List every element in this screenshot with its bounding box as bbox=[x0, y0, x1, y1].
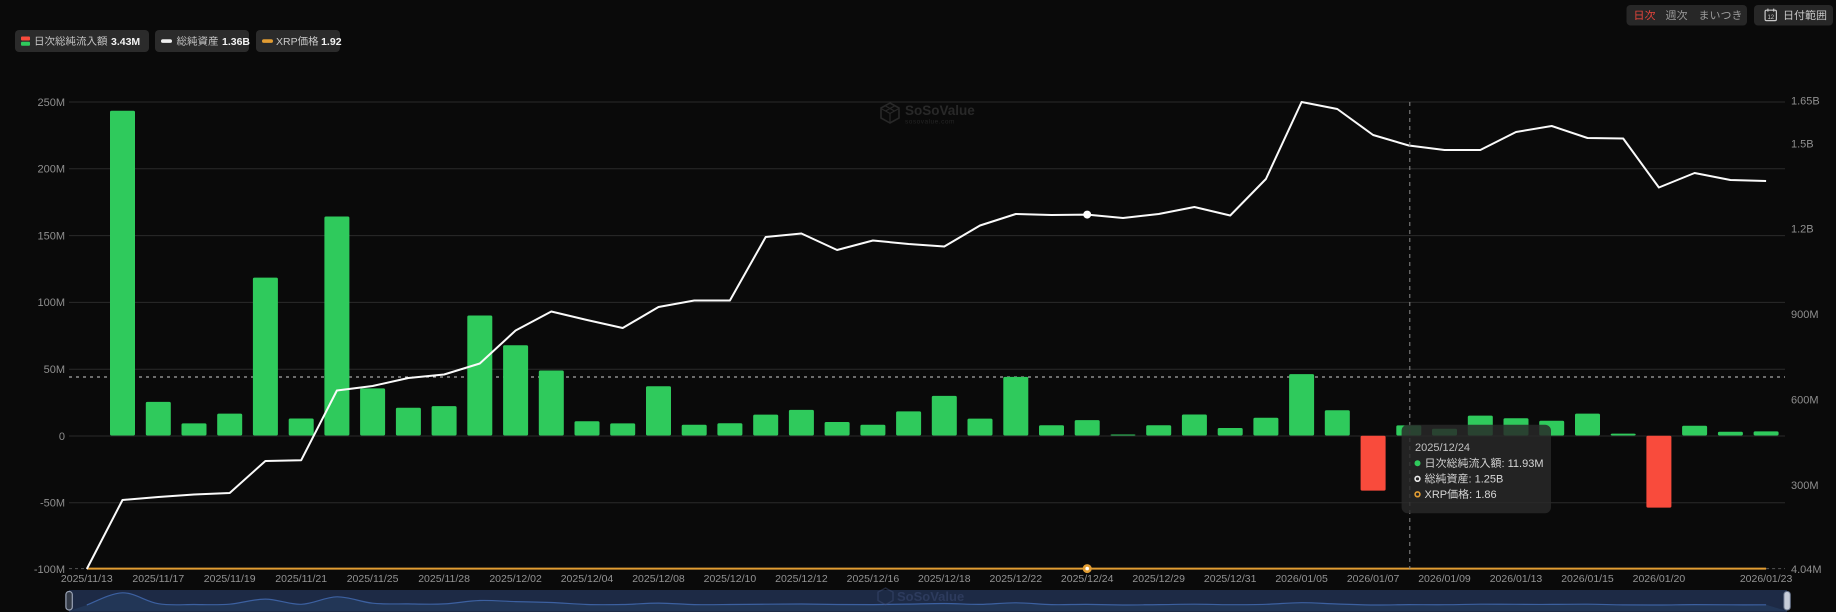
svg-text:1.65B: 1.65B bbox=[1791, 96, 1820, 108]
svg-text:2025/12/24: 2025/12/24 bbox=[1415, 442, 1470, 454]
svg-text:0: 0 bbox=[59, 431, 65, 443]
svg-text:2025/12/18: 2025/12/18 bbox=[918, 573, 971, 585]
svg-text:2025/11/17: 2025/11/17 bbox=[132, 573, 184, 585]
svg-text:2025/12/12: 2025/12/12 bbox=[775, 573, 828, 585]
svg-text:2025/12/24: 2025/12/24 bbox=[1061, 573, 1114, 585]
svg-text:: 11.93M: : 11.93M bbox=[1502, 458, 1544, 470]
svg-text:50M: 50M bbox=[44, 364, 65, 376]
svg-text:1.2B: 1.2B bbox=[1791, 224, 1814, 236]
svg-text:2025/12/31: 2025/12/31 bbox=[1204, 573, 1257, 585]
svg-text:900M: 900M bbox=[1791, 309, 1819, 321]
svg-text:2025/12/08: 2025/12/08 bbox=[632, 573, 685, 585]
svg-text:100M: 100M bbox=[37, 297, 65, 309]
svg-text:150M: 150M bbox=[37, 230, 65, 242]
svg-text:2026/01/07: 2026/01/07 bbox=[1347, 573, 1400, 585]
svg-text:2026/01/05: 2026/01/05 bbox=[1275, 573, 1328, 585]
svg-text:600M: 600M bbox=[1791, 394, 1819, 406]
svg-text:2026/01/20: 2026/01/20 bbox=[1633, 573, 1686, 585]
svg-text:1.36B: 1.36B bbox=[222, 36, 250, 48]
svg-text:200M: 200M bbox=[37, 164, 65, 176]
svg-text:1.92: 1.92 bbox=[321, 36, 342, 48]
svg-text:2025/11/19: 2025/11/19 bbox=[204, 573, 256, 585]
svg-text:2025/12/16: 2025/12/16 bbox=[847, 573, 900, 585]
svg-text:: 1.86: : 1.86 bbox=[1469, 489, 1497, 501]
svg-text:2025/12/04: 2025/12/04 bbox=[561, 573, 614, 585]
svg-text:1.5B: 1.5B bbox=[1791, 138, 1814, 150]
svg-text:2025/12/02: 2025/12/02 bbox=[489, 573, 542, 585]
svg-text:2025/11/13: 2025/11/13 bbox=[61, 573, 113, 585]
svg-text:4.04M: 4.04M bbox=[1791, 564, 1822, 576]
svg-text:2025/11/28: 2025/11/28 bbox=[418, 573, 470, 585]
svg-text:2025/12/22: 2025/12/22 bbox=[990, 573, 1043, 585]
svg-text:2026/01/23: 2026/01/23 bbox=[1740, 573, 1793, 585]
svg-text:2025/11/21: 2025/11/21 bbox=[275, 573, 327, 585]
svg-text:12: 12 bbox=[1767, 15, 1774, 21]
svg-text:3.43M: 3.43M bbox=[111, 36, 140, 48]
svg-text:-50M: -50M bbox=[40, 498, 65, 510]
svg-text:SoSoValue: SoSoValue bbox=[897, 589, 964, 604]
svg-text:XRP: XRP bbox=[1425, 489, 1448, 501]
svg-text:2025/11/25: 2025/11/25 bbox=[347, 573, 399, 585]
svg-text:250M: 250M bbox=[37, 97, 65, 109]
svg-text:SoSoValue: SoSoValue bbox=[905, 103, 975, 118]
svg-text:300M: 300M bbox=[1791, 480, 1819, 492]
svg-text:2026/01/13: 2026/01/13 bbox=[1490, 573, 1543, 585]
svg-text:2025/12/29: 2025/12/29 bbox=[1132, 573, 1185, 585]
svg-text:2025/12/10: 2025/12/10 bbox=[704, 573, 757, 585]
svg-text:XRP: XRP bbox=[276, 36, 298, 48]
svg-text:2026/01/09: 2026/01/09 bbox=[1418, 573, 1471, 585]
svg-text:-100M: -100M bbox=[34, 564, 65, 576]
svg-text:: 1.25B: : 1.25B bbox=[1469, 474, 1504, 486]
svg-text:2026/01/15: 2026/01/15 bbox=[1561, 573, 1614, 585]
svg-text:sosovalue.com: sosovalue.com bbox=[905, 119, 955, 126]
